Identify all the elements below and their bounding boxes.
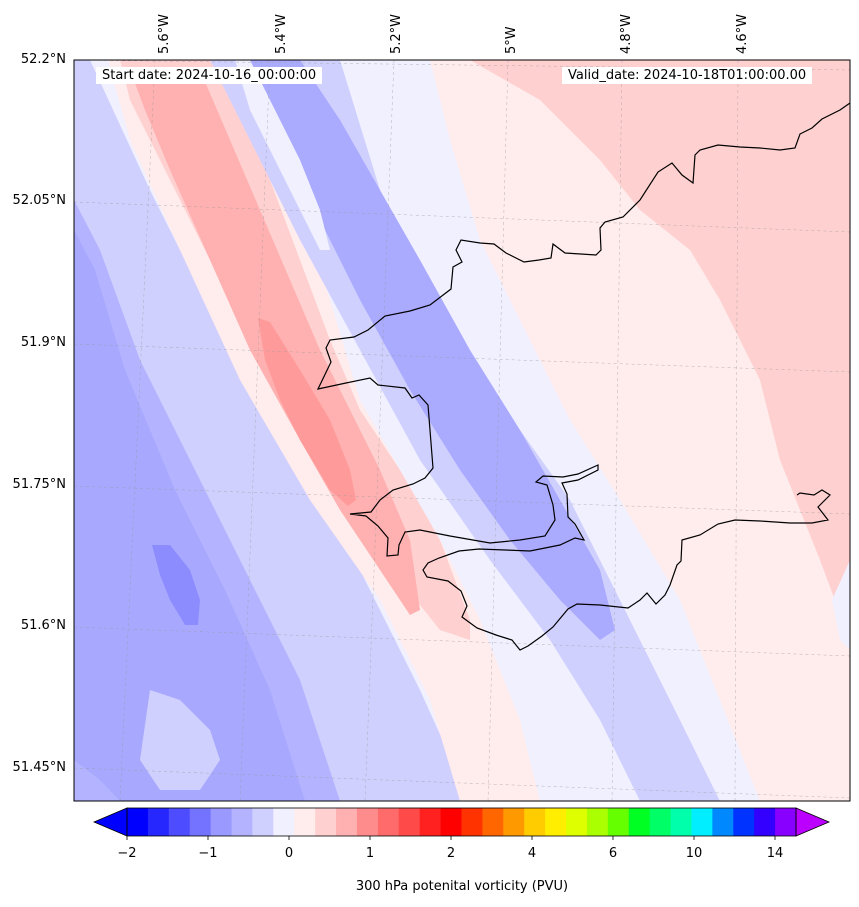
- cbar-tick-label: 10: [685, 846, 703, 861]
- start-date-label: Start date: 2024-10-16_00:00:00: [96, 67, 323, 84]
- colorbar-segment: [356, 808, 379, 836]
- colorbar-segment: [461, 808, 484, 836]
- cbar-tick-label: 2: [446, 846, 456, 861]
- colorbar-over-arrow: [795, 807, 831, 837]
- lon-label-5-6w: 5.6°W: [157, 13, 172, 54]
- colorbar-segment: [775, 808, 797, 836]
- cbar-tick-label: 6: [608, 846, 618, 861]
- pv-band-east-ffd0: [470, 60, 850, 640]
- colorbar-segment: [733, 808, 755, 836]
- colorbar-segment: [607, 808, 630, 836]
- lon-label-4-6w: 4.6°W: [735, 13, 750, 54]
- colorbar-segment: [377, 808, 400, 836]
- map-frame: [73, 59, 851, 802]
- colorbar-segment: [273, 808, 295, 836]
- colorbar-segment: [566, 808, 588, 836]
- colorbar-segment: [712, 808, 734, 836]
- colorbar-segment: [545, 808, 567, 836]
- pv-band-west-blue-patch: [140, 690, 220, 790]
- valid-date-label: Valid_date: 2024-10-18T01:00:00.00: [562, 67, 813, 84]
- pv-band-east-lav: [832, 560, 850, 650]
- colorbar-segment: [586, 808, 609, 836]
- colorbar-segment: [503, 808, 525, 836]
- lat-label-51-6n: 51.6°N: [20, 618, 66, 633]
- colorbar-under-arrow: [92, 807, 128, 837]
- pv-band-mid-lav2: [235, 60, 330, 250]
- pv-band-west-blue3: [74, 230, 305, 801]
- colorbar-segment: [691, 808, 713, 836]
- colorbar-segment: [294, 808, 316, 836]
- map-gridlines: [74, 60, 850, 801]
- colorbar-segment: [168, 808, 191, 836]
- colorbar-segment: [440, 808, 463, 836]
- colorbar-segment: [754, 808, 776, 836]
- colorbar-segment: [252, 808, 274, 836]
- lat-label-52-2n: 52.2°N: [20, 52, 66, 67]
- colorbar-segment: [336, 808, 358, 836]
- colorbar-segment: [147, 808, 170, 836]
- lon-label-4-8w: 4.8°W: [619, 13, 634, 54]
- cbar-tick-label: 14: [766, 846, 784, 861]
- colorbar-segment: [419, 808, 442, 836]
- cbar-tick-label: 4: [527, 846, 537, 861]
- coastline: [316, 102, 850, 651]
- colorbar-segment: [189, 808, 212, 836]
- pv-band-red-ff90: [258, 318, 356, 506]
- colorbar-segment: [210, 808, 233, 836]
- colorbar-segment: [127, 808, 149, 836]
- colorbar-segment: [398, 808, 421, 836]
- cbar-tick-label: 1: [365, 846, 375, 861]
- colorbar-segment: [524, 808, 546, 836]
- lon-label-5-4w: 5.4°W: [274, 13, 289, 54]
- cbar-tick-label: 0: [284, 846, 294, 861]
- lat-label-52-05n: 52.05°N: [12, 193, 66, 208]
- lat-label-51-75n: 51.75°N: [12, 477, 66, 492]
- pv-band-west-blue4: [152, 545, 200, 625]
- pv-band-mid-blue: [240, 60, 615, 640]
- colorbar-segment: [628, 808, 651, 836]
- lat-label-51-45n: 51.45°N: [12, 760, 66, 775]
- lon-label-5w: 5°W: [504, 26, 519, 54]
- colorbar-title: 300 hPa potenital vorticity (PVU): [355, 879, 569, 894]
- lat-label-51-9n: 51.9°N: [20, 335, 66, 350]
- colorbar-segment: [231, 808, 254, 836]
- colorbar-segment: [482, 808, 504, 836]
- cbar-tick-label: −1: [198, 846, 218, 861]
- colorbar-segment: [670, 808, 693, 836]
- lon-label-5-2w: 5.2°W: [389, 13, 404, 54]
- colorbar-segment: [649, 808, 672, 836]
- colorbar-segment: [315, 808, 337, 836]
- colorbar-frame: [126, 807, 797, 837]
- colorbar: [92, 807, 831, 840]
- pv-contour-field: [74, 60, 850, 801]
- cbar-tick-label: −2: [117, 846, 137, 861]
- pv-band-mid-light: [340, 60, 760, 801]
